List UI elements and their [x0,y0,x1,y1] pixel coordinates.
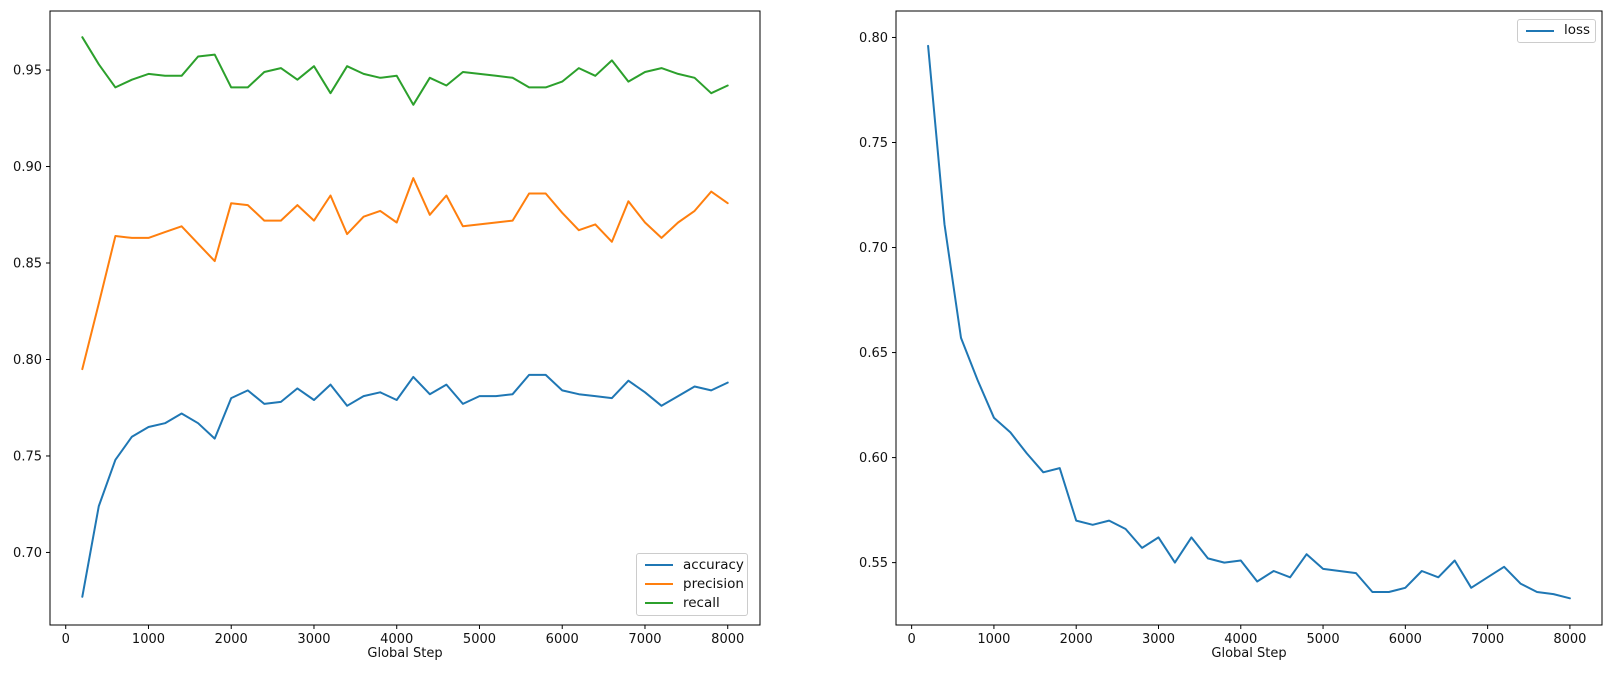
x-axis-label-left: Global Step [367,646,443,661]
y-tick-label: 0.90 [13,160,42,175]
legend-label-precision: precision [683,575,744,592]
accuracy-line-sample [645,564,673,567]
x-tick-label: 6000 [546,632,579,647]
x-tick-label: 1000 [977,632,1010,647]
x-tick-label: 5000 [1307,632,1340,647]
axes-frame [49,10,761,626]
y-tick-label: 0.75 [859,136,888,151]
x-tick-label: 7000 [628,632,661,647]
axes-frame [895,10,1603,626]
x-tick-label: 3000 [297,632,330,647]
y-tick-label: 0.85 [13,257,42,272]
x-tick-label: 4000 [380,632,413,647]
x-tick-label: 3000 [1142,632,1175,647]
recall-line [81,36,729,106]
y-tick-label: 0.60 [859,451,888,466]
legend-entry-precision: precision [645,576,744,594]
x-axis-label-right: Global Step [1211,646,1287,661]
y-tick-label: 0.95 [13,64,42,79]
legend-label-loss: loss [1564,22,1591,39]
x-tick-label: 4000 [1224,632,1257,647]
x-tick-label: 0 [907,632,915,647]
x-tick-label: 8000 [711,632,744,647]
legend-label-recall: recall [683,594,720,611]
y-tick-label: 0.75 [13,449,42,464]
recall-line-sample [645,602,673,605]
x-tick-label: 6000 [1389,632,1422,647]
legend-metrics: accuracy precision recall [636,553,748,616]
loss-line [927,44,1571,600]
precision-line [81,177,729,371]
x-tick-label: 5000 [463,632,496,647]
x-tick-label: 8000 [1553,632,1586,647]
x-tick-label: 0 [62,632,70,647]
precision-line-sample [645,583,673,586]
legend-entry-accuracy: accuracy [645,557,744,575]
accuracy-line [81,373,729,598]
legend-entry-recall: recall [645,595,739,613]
legend-entry-loss: loss [1526,22,1591,40]
x-tick-label: 7000 [1471,632,1504,647]
legend-label-accuracy: accuracy [683,556,744,573]
y-tick-label: 0.70 [13,546,42,561]
legend-loss: loss [1517,19,1596,43]
loss-line-sample [1526,29,1554,32]
y-tick-label: 0.55 [859,556,888,571]
y-tick-label: 0.80 [859,31,888,46]
x-tick-label: 1000 [132,632,165,647]
x-tick-label: 2000 [1060,632,1093,647]
y-tick-label: 0.80 [13,353,42,368]
x-tick-label: 2000 [215,632,248,647]
y-tick-label: 0.70 [859,241,888,256]
y-tick-label: 0.65 [859,346,888,361]
